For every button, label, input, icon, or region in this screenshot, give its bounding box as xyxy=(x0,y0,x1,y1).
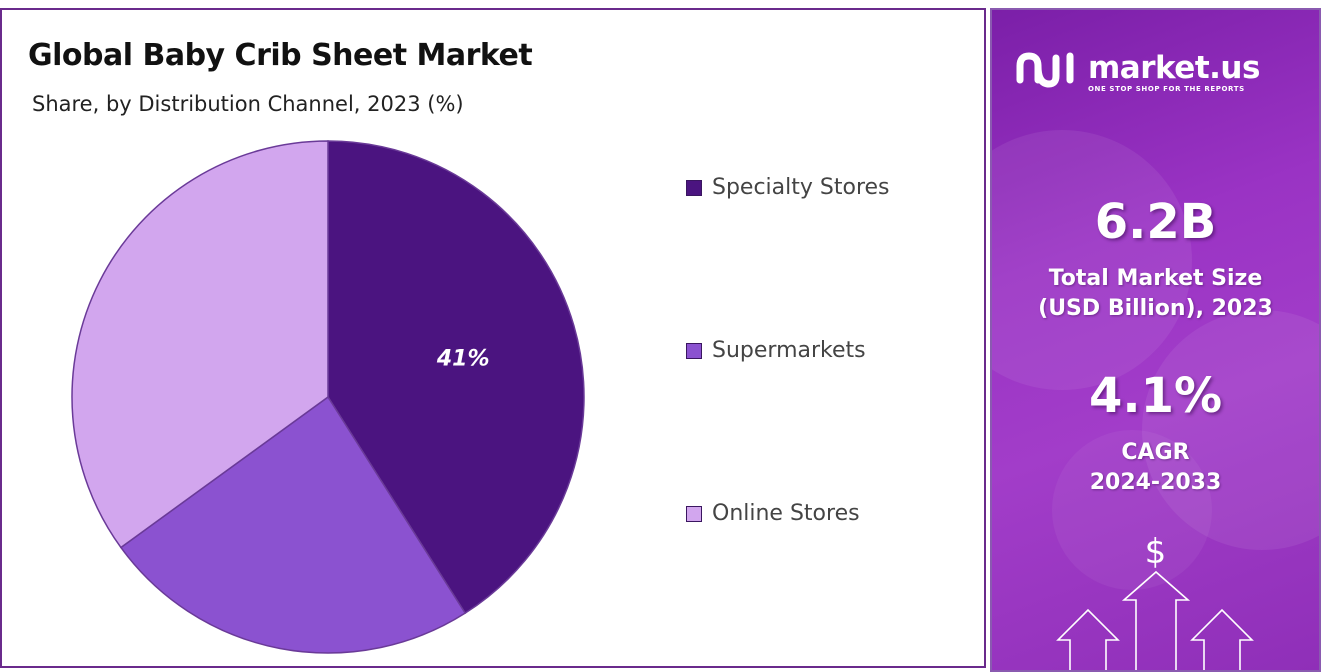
pie-slice-specialty-stores xyxy=(327,140,585,615)
pie-slice-online-stores xyxy=(71,140,329,549)
data-label: 41% xyxy=(436,347,490,372)
market-us-logo-icon xyxy=(1016,52,1074,88)
market-size-label-line2: (USD Billion), 2023 xyxy=(1038,296,1273,321)
legend-item-supermarkets: Supermarkets xyxy=(686,338,866,363)
chart-panel: Global Baby Crib Sheet Market Share, by … xyxy=(0,8,986,668)
brand-tagline: ONE STOP SHOP FOR THE REPORTS xyxy=(1088,84,1245,93)
cagr-label-line2: 2024-2033 xyxy=(1089,470,1222,495)
market-size-label-line1: Total Market Size xyxy=(1048,266,1263,291)
dollar-icon: $ xyxy=(1144,532,1167,572)
chart-title: Global Baby Crib Sheet Market xyxy=(28,38,533,73)
cagr-value: 4.1% xyxy=(1088,368,1223,424)
up-arrow-icon xyxy=(1056,608,1120,670)
legend-label: Supermarkets xyxy=(712,338,866,363)
brand-name: market.us xyxy=(1088,49,1260,86)
up-arrow-icon xyxy=(1190,608,1254,670)
up-arrows-graphic xyxy=(1056,570,1254,670)
legend-swatch xyxy=(686,505,702,522)
legend-item-specialty-stores: Specialty Stores xyxy=(686,175,890,200)
legend-swatch xyxy=(686,342,702,359)
pie-slice-supermarkets xyxy=(119,395,467,654)
up-arrow-icon xyxy=(1121,570,1191,670)
pie-chart: 41% xyxy=(71,140,585,654)
legend-item-online-stores: Online Stores xyxy=(686,501,860,526)
cagr-label-line1: CAGR xyxy=(1121,440,1190,465)
market-size-value: 6.2B xyxy=(1094,194,1217,250)
chart-subtitle: Share, by Distribution Channel, 2023 (%) xyxy=(32,92,464,116)
legend-label: Specialty Stores xyxy=(712,175,890,200)
brand: market.us ONE STOP SHOP FOR THE REPORTS xyxy=(1016,50,1260,94)
info-panel: market.us ONE STOP SHOP FOR THE REPORTS … xyxy=(990,8,1321,672)
legend-label: Online Stores xyxy=(712,501,860,526)
legend-swatch xyxy=(686,179,702,196)
